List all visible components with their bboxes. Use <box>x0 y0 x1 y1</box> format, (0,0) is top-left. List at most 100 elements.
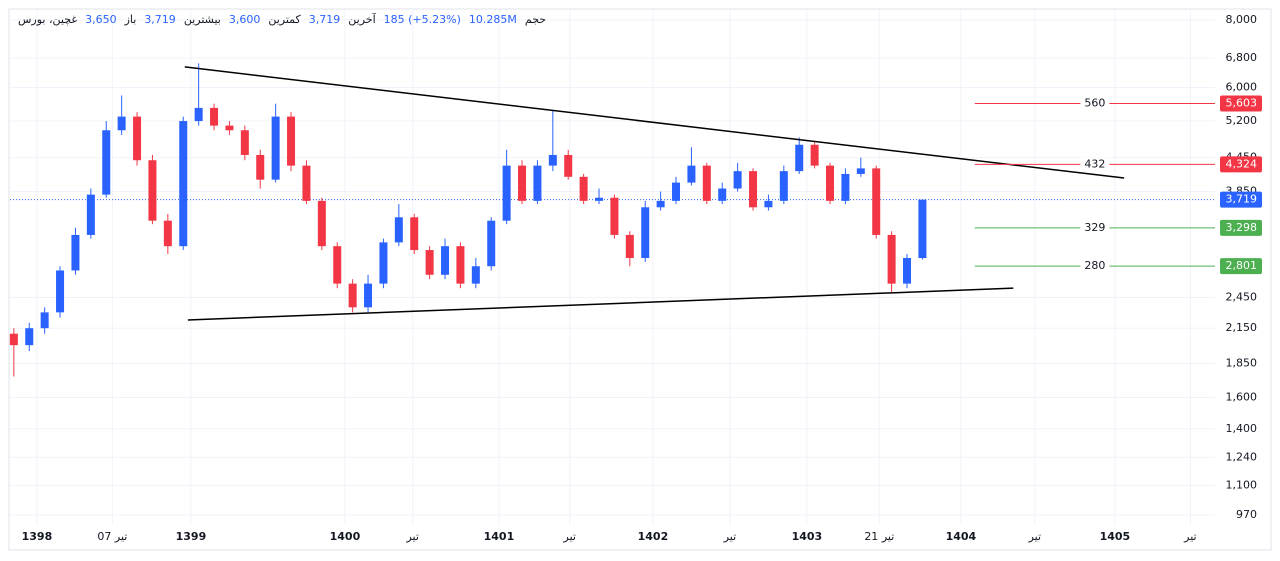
candle-body <box>56 270 65 313</box>
x-tick-label: 1402 <box>638 530 669 543</box>
candle-body <box>872 168 881 235</box>
candle-body <box>194 107 203 122</box>
y-tick-label: 6,800 <box>1226 51 1258 64</box>
x-tick-label: 21 تیر <box>864 530 894 543</box>
candle-body <box>641 207 650 259</box>
candle-body <box>394 217 403 243</box>
candle-body <box>764 200 773 208</box>
candle-body <box>903 258 912 284</box>
x-tick-label: 1401 <box>484 530 515 543</box>
candle-body <box>40 312 49 329</box>
stat-label: کمترین <box>268 13 301 26</box>
volume-value: 10.285M <box>468 13 517 26</box>
stat-value: 3,650 <box>85 13 117 26</box>
price-tag <box>1220 258 1262 275</box>
candle-body <box>718 188 727 201</box>
trendline <box>184 66 1125 179</box>
change: 185 (+5.23%) <box>383 13 461 26</box>
x-tick-label: 1404 <box>946 530 977 543</box>
candle-body <box>441 246 450 275</box>
candle-body <box>656 200 665 208</box>
candle-body <box>179 121 188 247</box>
candle-body <box>856 168 865 174</box>
candle-body <box>595 197 604 201</box>
candle-body <box>364 283 373 308</box>
candle-body <box>210 107 219 126</box>
candle-body <box>502 165 511 221</box>
candle-body <box>487 220 496 267</box>
y-tick-label: 8,000 <box>1226 13 1258 26</box>
candle-body <box>471 266 480 284</box>
y-tick-label: 1,240 <box>1226 450 1258 463</box>
candle-body <box>456 246 465 284</box>
candle-body <box>271 116 280 180</box>
candle-body <box>133 116 142 161</box>
price-tag <box>1220 156 1262 173</box>
candle-body <box>733 171 742 189</box>
candle-body <box>826 165 835 201</box>
candle-body <box>548 154 557 166</box>
price-tag <box>1220 191 1262 208</box>
candle-body <box>749 171 758 208</box>
candle-body <box>256 154 265 180</box>
price-tag <box>1220 95 1262 112</box>
candle-body <box>333 246 342 284</box>
price-tag-label: 3,298 <box>1226 221 1258 234</box>
candle-body <box>302 165 311 201</box>
stat-label: آخرین <box>348 13 376 26</box>
candle-body <box>117 116 126 131</box>
x-tick-label: 1403 <box>792 530 823 543</box>
y-tick-label: 1,100 <box>1226 478 1258 491</box>
x-tick-label: تیر <box>723 530 736 543</box>
x-tick-label: تیر <box>1183 530 1196 543</box>
x-tick-label: 1405 <box>1100 530 1131 543</box>
price-tag <box>1220 219 1262 236</box>
level-name-bg <box>1080 157 1110 171</box>
stat-value: 3,719 <box>308 13 341 26</box>
candle-body <box>25 328 34 346</box>
candle-body <box>687 165 696 183</box>
candle-body <box>9 333 18 346</box>
candle-body <box>410 217 419 251</box>
y-tick-label: 970 <box>1236 508 1257 521</box>
candle-body <box>795 144 804 172</box>
price-tag-label: 5,603 <box>1226 97 1258 110</box>
candle-body <box>425 250 434 275</box>
candle-body <box>579 176 588 201</box>
candle-body <box>71 234 80 271</box>
candle-body <box>317 200 326 247</box>
x-tick-label: 1398 <box>22 530 53 543</box>
stat-value: 3,719 <box>144 13 176 26</box>
price-tag-label: 2,801 <box>1226 259 1258 272</box>
candle-body <box>672 182 681 201</box>
trendline <box>187 287 1014 321</box>
candle-body <box>148 160 157 221</box>
level-name-bg <box>1080 220 1110 234</box>
candle-body <box>163 220 172 247</box>
candle-body <box>533 165 542 201</box>
level-name-bg <box>1080 259 1110 273</box>
y-tick-label: 2,150 <box>1226 321 1258 334</box>
level-name: 560 <box>1084 97 1105 110</box>
volume-label: حجم <box>524 13 547 26</box>
y-tick-label: 6,000 <box>1226 80 1258 93</box>
level-name: 432 <box>1084 157 1105 170</box>
y-tick-label: 1,850 <box>1226 356 1258 369</box>
candle-body <box>810 144 819 166</box>
candle-body <box>240 130 249 155</box>
candle-body <box>86 194 95 235</box>
x-tick-label: تیر <box>405 530 418 543</box>
candle-body <box>702 165 711 201</box>
x-tick-label: 1400 <box>330 530 361 543</box>
header: غچین، بورس 3,650 باز 3,719 بیشترین 3,600 کمتری… <box>18 13 546 26</box>
x-tick-label: 1399 <box>176 530 207 543</box>
candle-body <box>841 173 850 201</box>
candle-body <box>779 171 788 201</box>
candle-body <box>348 283 357 308</box>
candle-body <box>287 116 296 166</box>
x-tick-label: تیر <box>1028 530 1041 543</box>
x-tick-label: تیر <box>563 530 576 543</box>
candle-body <box>887 234 896 284</box>
